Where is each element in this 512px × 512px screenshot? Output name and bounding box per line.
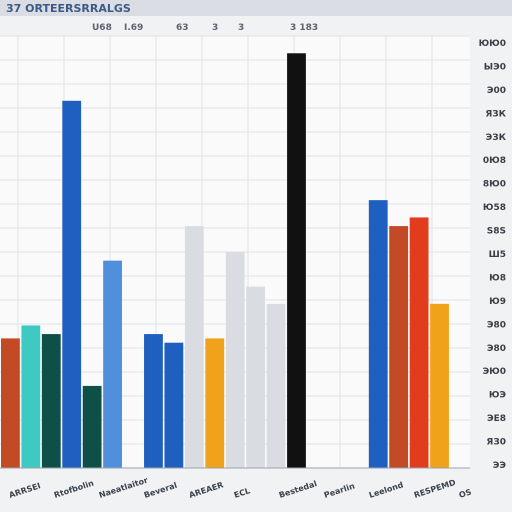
y-tick-label: Э80 bbox=[487, 320, 506, 330]
x-tick-label: OS bbox=[458, 487, 473, 500]
y-tick-label: ЯЗ0 bbox=[486, 438, 506, 448]
y-tick-label: Э80 bbox=[487, 344, 506, 354]
y-tick-label: ЫЭ0 bbox=[484, 62, 506, 72]
y-tick-label: ЯЗК bbox=[485, 109, 506, 119]
y-tick-label: ЭЕ8 bbox=[487, 414, 506, 424]
bar-b6-series-4 bbox=[103, 260, 122, 468]
bar-b22-series-5 bbox=[430, 303, 449, 468]
y-tick-labels: ЮЮ0 ЫЭ0 Э00 ЯЗК ЭЗК 0Ю8 8Ю0 Ю58 S8S Ш5 Ю8 Ю9 Э80 Э80 Э… bbox=[479, 39, 507, 471]
y-tick-label: ЮЮ0 bbox=[479, 39, 506, 49]
toolbar-label: 3 bbox=[238, 23, 244, 33]
bar-b13-series-6 bbox=[246, 286, 266, 468]
y-tick-label: 0Ю8 bbox=[483, 156, 506, 166]
title-bar bbox=[0, 0, 512, 16]
toolbar-label: 63 bbox=[176, 23, 189, 33]
y-tick-label: Ю8 bbox=[489, 273, 506, 283]
bar-b2-series-1 bbox=[21, 325, 41, 468]
bar-b21-series-8 bbox=[409, 217, 429, 468]
bar-b1-series-0 bbox=[1, 338, 20, 468]
bar-b14-series-6 bbox=[266, 303, 286, 468]
bar-b4-series-3 bbox=[62, 100, 82, 469]
y-tick-label: ЭЮ0 bbox=[483, 367, 506, 377]
window-title: 37 ORTEERSRRALGS bbox=[6, 2, 131, 15]
toolbar-label: I.69 bbox=[124, 23, 143, 33]
bar-b3-series-2 bbox=[41, 334, 61, 468]
bars bbox=[1, 53, 449, 469]
bar-b20-series-0 bbox=[389, 226, 409, 468]
y-tick-label: Ю9 bbox=[489, 297, 506, 307]
bar-b8-series-3 bbox=[144, 334, 163, 468]
bar-b9-series-3 bbox=[164, 342, 184, 468]
bar-b5-series-2 bbox=[82, 385, 102, 468]
bar-b15-series-7 bbox=[287, 53, 306, 468]
y-tick-label: Ш5 bbox=[489, 250, 506, 260]
bar-b12-series-6 bbox=[225, 252, 245, 468]
bar-b11-series-5 bbox=[205, 338, 225, 468]
toolbar-labels: U68 I.69 63 3 3 3 183 bbox=[92, 23, 318, 33]
toolbar-label: 3 183 bbox=[290, 23, 318, 33]
y-tick-label: S8S bbox=[487, 227, 506, 237]
y-tick-label: Ю58 bbox=[483, 203, 506, 213]
bar-b19-series-3 bbox=[368, 200, 388, 468]
y-tick-label: 8Ю0 bbox=[483, 180, 506, 190]
toolbar-label: U68 bbox=[92, 23, 112, 33]
y-tick-label: Э00 bbox=[487, 86, 506, 96]
y-tick-label: ЭЭ bbox=[493, 461, 507, 471]
bar-b10-series-6 bbox=[184, 226, 204, 468]
toolbar-label: 3 bbox=[212, 23, 218, 33]
y-tick-label: ЭЗК bbox=[486, 133, 507, 143]
y-tick-label: ЮЭ bbox=[489, 391, 507, 401]
